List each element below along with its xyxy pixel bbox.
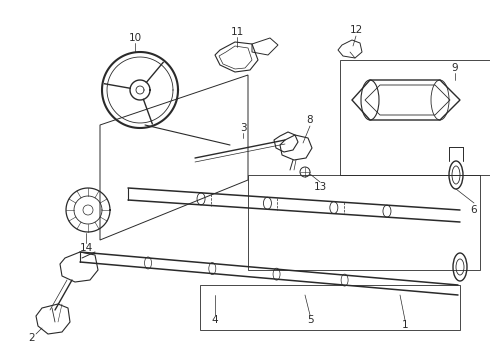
Text: 9: 9 xyxy=(452,63,458,73)
Text: 8: 8 xyxy=(307,115,313,125)
Text: 4: 4 xyxy=(212,315,219,325)
Text: 2: 2 xyxy=(29,333,35,343)
Text: 11: 11 xyxy=(230,27,244,37)
Text: 12: 12 xyxy=(349,25,363,35)
Text: 5: 5 xyxy=(307,315,313,325)
Text: 6: 6 xyxy=(471,205,477,215)
Text: 14: 14 xyxy=(79,243,93,253)
Text: 13: 13 xyxy=(314,182,327,192)
Text: 1: 1 xyxy=(402,320,408,330)
Text: 3: 3 xyxy=(240,123,246,133)
Text: 10: 10 xyxy=(128,33,142,43)
